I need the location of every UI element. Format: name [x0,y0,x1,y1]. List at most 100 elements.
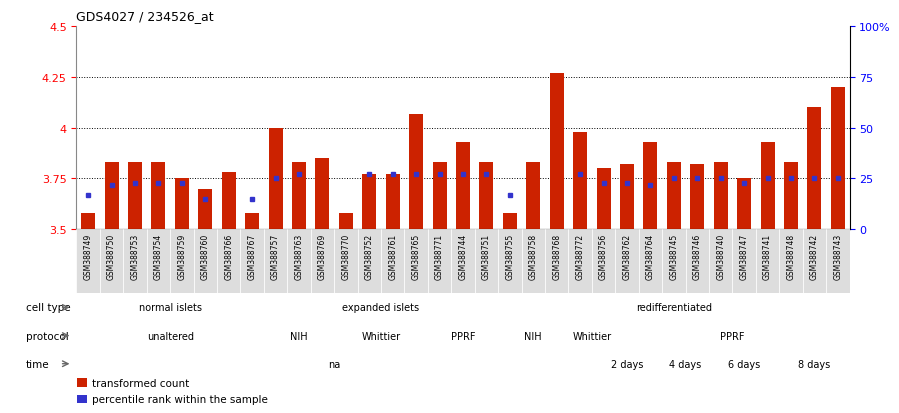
Bar [76,230,100,294]
Bar [128,163,142,230]
Text: GSM388765: GSM388765 [412,233,421,279]
Bar [549,74,564,230]
Bar [644,142,657,230]
Bar [456,142,470,230]
Bar [638,230,663,294]
Text: GSM388771: GSM388771 [435,233,444,279]
Text: unaltered: unaltered [147,331,193,341]
Text: GSM388761: GSM388761 [388,233,397,279]
Bar [358,230,381,294]
Bar [779,230,803,294]
Text: 8 days: 8 days [798,359,831,369]
Text: GSM388758: GSM388758 [529,233,538,279]
Text: GSM388747: GSM388747 [740,233,749,279]
Text: GSM388762: GSM388762 [622,233,631,279]
Bar [451,230,475,294]
Text: 4 days: 4 days [670,359,702,369]
Text: GSM388763: GSM388763 [295,233,304,279]
Bar [151,163,165,230]
Text: GSM388767: GSM388767 [247,233,256,279]
Text: Whittier: Whittier [573,331,611,341]
Text: GSM388750: GSM388750 [107,233,116,279]
Bar [386,175,400,230]
Bar [831,88,845,230]
Bar [521,230,545,294]
Text: time: time [26,359,49,369]
Bar [288,230,311,294]
Bar [826,230,850,294]
Bar [526,163,540,230]
Text: na: na [328,359,340,369]
Text: expanded islets: expanded islets [343,303,420,313]
Text: transformed count: transformed count [92,378,189,388]
Text: 6 days: 6 days [728,359,761,369]
Text: PPRF: PPRF [450,331,476,341]
Bar [615,230,638,294]
Text: GSM388759: GSM388759 [177,233,186,279]
Text: GSM388748: GSM388748 [787,233,796,279]
Text: GSM388744: GSM388744 [458,233,467,279]
Text: GSM388751: GSM388751 [482,233,491,279]
Bar [405,230,428,294]
Bar [620,165,634,230]
Bar [362,175,377,230]
Bar [667,163,681,230]
Bar [77,378,87,387]
Bar [100,230,123,294]
Bar [104,163,119,230]
Text: GSM388769: GSM388769 [318,233,327,279]
Text: GSM388755: GSM388755 [505,233,514,279]
Text: redifferentiated: redifferentiated [636,303,712,313]
Bar [199,189,212,230]
Text: GSM388770: GSM388770 [342,233,351,279]
Bar [597,169,610,230]
Bar [573,133,587,230]
Text: GSM388754: GSM388754 [154,233,163,279]
Bar [503,214,517,230]
Text: GDS4027 / 234526_at: GDS4027 / 234526_at [76,10,214,23]
Text: cell type: cell type [26,303,71,313]
Text: PPRF: PPRF [720,331,744,341]
Bar [545,230,568,294]
Text: 2 days: 2 days [610,359,643,369]
Bar [222,173,236,230]
Bar [123,230,147,294]
Bar [714,163,727,230]
Bar [592,230,615,294]
Text: GSM388742: GSM388742 [810,233,819,279]
Text: GSM388764: GSM388764 [645,233,654,279]
Bar [245,214,259,230]
Bar [147,230,170,294]
Text: GSM388753: GSM388753 [130,233,139,279]
Text: GSM388741: GSM388741 [763,233,772,279]
Bar [409,114,423,230]
Bar [170,230,193,294]
Bar [77,395,87,403]
Bar [240,230,263,294]
Text: GSM388740: GSM388740 [717,233,725,279]
Text: GSM388746: GSM388746 [693,233,702,279]
Bar [217,230,240,294]
Text: GSM388745: GSM388745 [670,233,679,279]
Bar [479,163,494,230]
Text: GSM388749: GSM388749 [84,233,93,279]
Bar [174,179,189,230]
Text: Whittier: Whittier [361,331,401,341]
Bar [686,230,709,294]
Bar [311,230,334,294]
Bar [498,230,521,294]
Bar [316,159,329,230]
Bar [339,214,353,230]
Text: protocol: protocol [26,331,69,341]
Text: NIH: NIH [290,331,307,341]
Bar [381,230,405,294]
Bar [733,230,756,294]
Bar [432,163,447,230]
Bar [334,230,358,294]
Bar [81,214,95,230]
Bar [428,230,451,294]
Bar [193,230,217,294]
Bar [784,163,798,230]
Bar [269,128,282,230]
Bar [263,230,288,294]
